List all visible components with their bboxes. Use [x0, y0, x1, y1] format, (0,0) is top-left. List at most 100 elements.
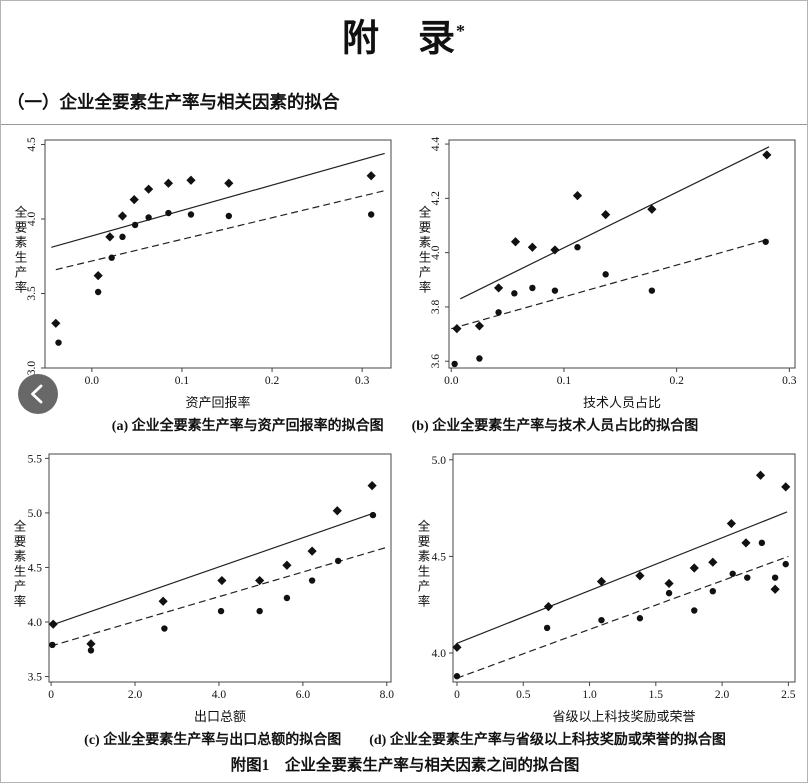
plot-border [452, 453, 796, 683]
x-axis-label: 资产回报率 [185, 395, 250, 410]
caption-row-bottom: (c) 企业全要素生产率与出口总额的拟合图 (d) 企业全要素生产率与省级以上科… [1, 729, 807, 753]
page-title-text: 附 录 [342, 18, 456, 60]
y-axis-label-char: 全 [418, 519, 431, 534]
y-axis-label-char: 生 [418, 565, 431, 579]
circle-marker [495, 309, 502, 316]
diamond-marker [452, 642, 462, 652]
circle-marker [758, 539, 766, 547]
y-tick-label: 4.0 [28, 617, 43, 629]
circle-marker [369, 511, 377, 519]
chart-cell-d: 0 0.5 1.0 1.5 2.0 2.5 4.0 4.5 5.0 省级以上科技奖励或荣誉 全要素生… [405, 439, 807, 729]
y-axis-label-char: 率 [15, 280, 28, 295]
plot-border [448, 139, 796, 369]
diamond-marker [158, 596, 168, 606]
diamond-marker [129, 195, 139, 205]
y-axis-label-char: 要 [418, 535, 431, 549]
chart-cell-b: 0.0 0.1 0.2 0.3 3.6 3.8 4.0 4.2 4.4 技术人员占比 全要素生产率 [405, 125, 807, 415]
chart-row-bottom: 0 2.0 4.0 6.0 8.0 3.5 4.0 4.5 5.0 5.5 出口总额 全要素生产率 0… [1, 439, 807, 729]
x-tick-label: 0.0 [444, 375, 459, 387]
diamond-marker [527, 242, 538, 252]
circle-points [55, 209, 375, 346]
fit-line-solid [460, 146, 770, 300]
diamond-marker [51, 318, 61, 328]
diamond-marker [781, 482, 791, 492]
y-axis-label-char: 素 [15, 236, 28, 250]
circle-marker [87, 647, 95, 654]
page-title-asterisk: * [456, 21, 466, 41]
circle-marker [529, 284, 536, 292]
y-tick-label: 4.2 [430, 191, 442, 206]
chart-cell-a: 0.0 0.1 0.2 0.3 3.0 3.5 4.0 4.5 资产回报率 全要素生产率 [1, 125, 405, 415]
y-axis-label-char: 全 [419, 205, 432, 220]
x-axis-label: 出口总额 [194, 709, 246, 724]
y-tick-label: 5.0 [28, 508, 43, 520]
y-tick-label: 4.5 [26, 137, 38, 152]
y-axis-label-char: 要 [14, 535, 27, 549]
x-tick-label: 0.3 [782, 375, 797, 387]
x-tick-label: 0.5 [516, 689, 531, 701]
x-tick-label: 1.5 [649, 689, 664, 701]
y-tick-label: 3.8 [430, 299, 442, 314]
chart-d-awards-scatter: 0 0.5 1.0 1.5 2.0 2.5 4.0 4.5 5.0 省级以上科技奖励或荣誉 全要素生… [418, 453, 796, 724]
diamond-marker [224, 178, 234, 188]
y-axis-label-char: 生 [15, 251, 28, 265]
chart-b-tech-staff-scatter: 0.0 0.1 0.2 0.3 3.6 3.8 4.0 4.2 4.4 技术人员占比 全要素生产率 [419, 137, 797, 410]
y-tick-label: 4.0 [26, 212, 38, 227]
chevron-left-icon [31, 384, 43, 404]
y-axis-label-char: 产 [14, 580, 27, 594]
y-axis-label-char: 生 [14, 565, 27, 579]
caption-chart-d: (d) 企业全要素生产率与省级以上科技奖励或荣誉的拟合图 [369, 733, 726, 748]
circle-marker [217, 607, 225, 615]
diamond-points [48, 481, 377, 649]
circle-marker [636, 615, 644, 622]
x-tick-label: 6.0 [296, 689, 311, 701]
plot-border [48, 453, 392, 683]
diamond-marker [664, 578, 674, 589]
chart-row-top: 0.0 0.1 0.2 0.3 3.0 3.5 4.0 4.5 资产回报率全要素生产率 0.0 0… [1, 125, 807, 415]
circle-marker [551, 287, 559, 294]
circle-marker [476, 355, 483, 362]
x-tick-label: 0.1 [557, 375, 572, 387]
back-button[interactable] [18, 374, 58, 414]
y-axis-label-char: 全 [15, 205, 28, 220]
diamond-marker [144, 184, 154, 194]
diamond-points [51, 171, 376, 328]
fit-line-dashed [55, 190, 385, 271]
fit-line-solid [51, 152, 385, 248]
circle-marker [187, 211, 195, 218]
diamond-marker [601, 210, 611, 220]
diamond-marker [762, 150, 772, 160]
figure-caption: 附图1 企业全要素生产率与相关因素之间的拟合图 [230, 757, 580, 774]
circle-marker [161, 625, 168, 632]
circle-marker [744, 574, 751, 581]
y-tick-label: 3.5 [26, 286, 38, 301]
caption-chart-b: (b) 企业全要素生产率与技术人员占比的拟合图 [411, 419, 699, 434]
y-axis-label-char: 要 [15, 221, 28, 235]
y-axis-label-char: 素 [418, 550, 431, 564]
diamond-marker [474, 321, 485, 331]
fit-line-dashed [456, 555, 789, 679]
y-tick-label: 4.0 [432, 648, 447, 660]
y-axis-label-char: 素 [14, 550, 27, 564]
diamond-marker [282, 560, 292, 570]
diamond-marker [741, 538, 751, 548]
circle-marker [602, 271, 609, 278]
fit-line-dashed [50, 546, 390, 647]
x-tick-label: 8.0 [380, 689, 395, 701]
x-tick-label: 2.5 [781, 689, 796, 701]
y-axis-label-char: 要 [419, 221, 432, 235]
circle-marker [283, 594, 291, 602]
fit-line-dashed [451, 238, 770, 330]
diamond-marker [726, 518, 736, 529]
circle-marker [729, 570, 736, 577]
section-heading: （一）企业全要素生产率与相关因素的拟合 [7, 92, 340, 113]
diamond-marker [186, 175, 196, 185]
x-tick-label: 4.0 [212, 689, 227, 701]
diamond-marker [647, 204, 657, 214]
circle-marker [453, 673, 461, 680]
diamond-marker [366, 171, 376, 181]
y-axis-label-char: 率 [418, 594, 431, 609]
y-tick-label: 3.5 [28, 672, 43, 684]
circle-marker [782, 560, 789, 568]
